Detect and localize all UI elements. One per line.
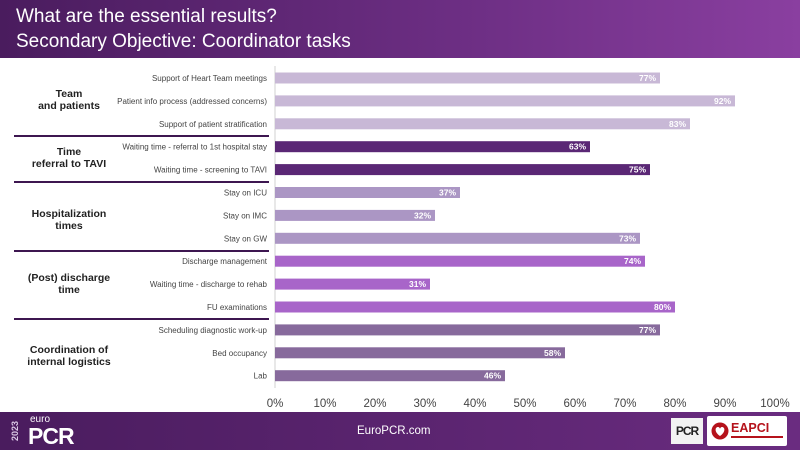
x-tick-label: 30% <box>413 398 436 410</box>
category-label: Stay on ICU <box>224 189 267 198</box>
heart-icon <box>711 422 729 440</box>
bar <box>275 72 660 84</box>
data-label: 77% <box>639 325 656 335</box>
data-label: 31% <box>409 279 426 289</box>
bar <box>275 232 640 244</box>
bar <box>275 209 435 221</box>
x-tick-label: 90% <box>713 398 736 410</box>
data-label: 73% <box>619 233 636 243</box>
data-label: 63% <box>569 142 586 152</box>
group-label-post-discharge: (Post) discharge time <box>14 272 124 296</box>
slide-subtitle: Secondary Objective: Coordinator tasks <box>16 31 351 52</box>
x-tick-label: 60% <box>563 398 586 410</box>
data-label: 58% <box>544 348 561 358</box>
bar <box>275 347 565 359</box>
slide-title: What are the essential results? <box>16 6 277 27</box>
category-label: Support of patient stratification <box>159 120 267 129</box>
category-label: Waiting time - screening to TAVI <box>154 166 267 175</box>
bar <box>275 324 660 336</box>
group-label-text: Time referral to TAVI <box>31 146 107 170</box>
x-tick-label: 10% <box>313 398 336 410</box>
group-label-text: Team and patients <box>38 88 100 112</box>
group-divider <box>14 250 269 252</box>
data-label: 37% <box>439 188 456 198</box>
bar <box>275 141 590 153</box>
bar <box>275 278 430 290</box>
eapci-underline <box>731 436 783 438</box>
x-tick-label: 50% <box>513 398 536 410</box>
data-label: 75% <box>629 165 646 175</box>
bar <box>275 164 650 176</box>
bar <box>275 255 645 267</box>
category-label: Stay on GW <box>224 234 268 243</box>
category-label: FU examinations <box>207 303 267 312</box>
data-label: 92% <box>714 96 731 106</box>
group-label-text: Hospitalization times <box>31 208 107 232</box>
x-tick-label: 20% <box>363 398 386 410</box>
category-label: Support of Heart Team meetings <box>152 74 267 83</box>
slide-header: What are the essential results? Secondar… <box>0 0 800 58</box>
category-label: Discharge management <box>182 257 268 266</box>
group-label-text: (Post) discharge time <box>27 272 111 296</box>
group-divider <box>14 135 269 137</box>
x-tick-label: 0% <box>267 398 284 410</box>
group-label-coordination: Coordination of internal logistics <box>14 344 124 368</box>
eapci-label: EAPCI <box>731 421 770 435</box>
group-label-team-patients: Team and patients <box>14 88 124 112</box>
group-label-hospitalization: Hospitalization times <box>14 208 124 232</box>
eapci-badge-logo: EAPCI <box>707 416 787 446</box>
category-label: Patient info process (addressed concerns… <box>117 97 267 106</box>
pcr-badge-logo: PCR <box>671 418 703 444</box>
category-label: Stay on IMC <box>223 211 267 220</box>
slide-footer: 2023 euro PCR EuroPCR.com PCR EAPCI <box>0 412 800 450</box>
bar <box>275 187 460 198</box>
category-label: Waiting time - discharge to rehab <box>150 280 268 289</box>
x-tick-label: 80% <box>663 398 686 410</box>
footer-year: 2023 <box>10 420 20 442</box>
x-tick-label: 70% <box>613 398 636 410</box>
data-label: 32% <box>414 210 431 220</box>
bar <box>275 118 690 130</box>
data-label: 83% <box>669 119 686 129</box>
bar <box>275 95 735 107</box>
group-label-text: Coordination of internal logistics <box>27 344 111 368</box>
x-tick-label: 100% <box>760 398 789 410</box>
data-label: 46% <box>484 371 501 381</box>
footer-brand-logo: PCR <box>28 423 75 449</box>
category-label: Lab <box>254 372 268 381</box>
data-label: 80% <box>654 302 671 312</box>
bar <box>275 301 675 313</box>
data-label: 77% <box>639 73 656 83</box>
category-label: Scheduling diagnostic work-up <box>158 326 267 335</box>
bar <box>275 370 505 382</box>
bar-chart: Support of Heart Team meetings 77% Patient… <box>117 66 790 410</box>
footer-site-link[interactable]: EuroPCR.com <box>357 425 431 437</box>
category-label: Waiting time - referral to 1st hospital … <box>122 143 267 152</box>
group-divider <box>14 181 269 183</box>
group-divider <box>14 318 269 320</box>
group-label-time-referral: Time referral to TAVI <box>14 146 124 170</box>
category-label: Bed occupancy <box>212 349 267 358</box>
footer-brand-small: euro <box>30 414 51 425</box>
data-label: 74% <box>624 256 641 266</box>
x-tick-label: 40% <box>463 398 486 410</box>
